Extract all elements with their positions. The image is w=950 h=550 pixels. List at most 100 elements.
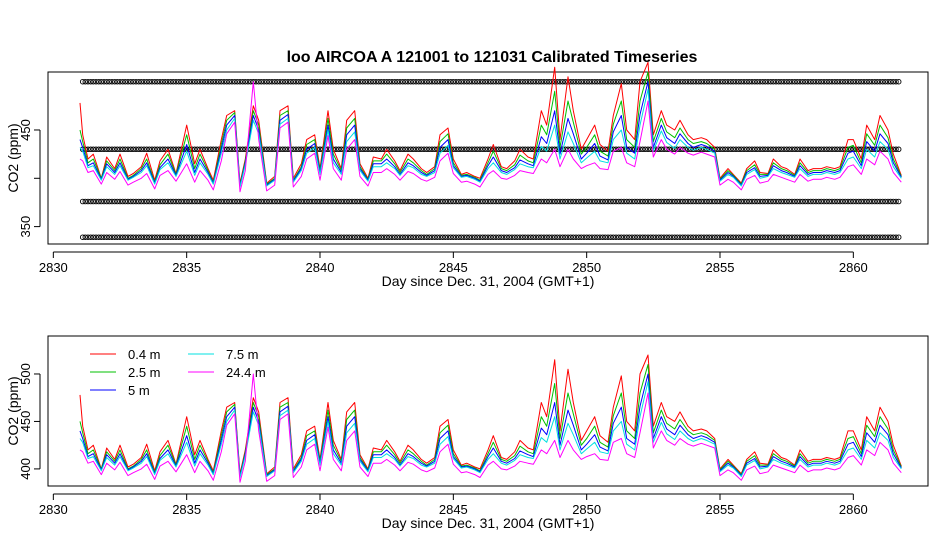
top-marker-point <box>746 146 753 153</box>
top-marker-point <box>266 198 273 205</box>
top-marker-point <box>703 198 710 205</box>
top-marker-point <box>559 198 566 205</box>
top-marker-point <box>295 78 302 85</box>
top-marker-point <box>165 234 171 240</box>
top-marker-point <box>338 78 345 85</box>
top-marker-point <box>807 234 814 240</box>
top-marker-point <box>434 198 441 205</box>
top-marker-point <box>351 198 358 205</box>
top-marker-point <box>535 234 542 240</box>
top-marker-point <box>215 78 222 85</box>
top-marker-point <box>639 198 646 205</box>
bottom-x-tick-label: 2850 <box>572 502 601 517</box>
top-marker-point <box>501 234 507 240</box>
top-marker-point <box>749 78 755 85</box>
top-marker-point <box>837 234 843 240</box>
top-marker-point <box>226 146 233 153</box>
top-marker-point <box>341 198 347 205</box>
top-marker-point <box>402 198 409 205</box>
top-marker-point <box>389 78 395 85</box>
top-marker-point <box>530 146 537 153</box>
top-marker-point <box>578 234 585 240</box>
top-marker-point <box>303 198 310 205</box>
top-marker-point <box>335 78 342 85</box>
top-marker-point <box>514 78 521 85</box>
top-marker-point <box>703 78 710 85</box>
top-marker-point <box>887 234 894 240</box>
top-marker-point <box>647 234 654 240</box>
top-marker-point <box>826 234 833 240</box>
top-marker-point <box>573 198 579 205</box>
top-marker-point <box>415 146 422 153</box>
top-marker-point <box>815 146 822 153</box>
top-marker-point <box>109 146 115 153</box>
top-marker-point <box>602 234 609 240</box>
top-marker-point <box>543 198 550 205</box>
top-marker-point <box>653 78 659 85</box>
top-marker-point <box>781 146 787 153</box>
top-marker-point <box>479 78 486 85</box>
top-marker-point <box>573 234 579 240</box>
top-marker-point <box>482 198 489 205</box>
top-marker-point <box>629 234 635 240</box>
top-marker-point <box>426 198 433 205</box>
top-marker-point <box>607 198 614 205</box>
top-marker-point <box>477 234 483 240</box>
top-marker-point <box>90 234 97 240</box>
top-marker-point <box>277 198 283 205</box>
top-marker-point <box>735 146 742 153</box>
top-marker-point <box>143 78 150 85</box>
top-marker-point <box>501 78 507 85</box>
top-marker-point <box>757 146 763 153</box>
top-marker-point <box>205 78 211 85</box>
top-marker-point <box>885 146 891 153</box>
top-marker-point <box>682 198 689 205</box>
top-marker-point <box>373 198 379 205</box>
top-marker-point <box>210 234 217 240</box>
top-marker-point <box>410 146 417 153</box>
top-marker-point <box>338 198 345 205</box>
top-marker-point <box>447 198 454 205</box>
top-marker-point <box>781 78 787 85</box>
top-marker-point <box>618 234 625 240</box>
top-marker-point <box>370 78 377 85</box>
top-marker-point <box>127 198 134 205</box>
top-marker-point <box>602 78 609 85</box>
top-marker-point <box>293 198 299 205</box>
top-marker-point <box>767 234 774 240</box>
top-marker-point <box>543 234 550 240</box>
top-marker-point <box>311 234 318 240</box>
top-marker-point <box>269 146 275 153</box>
top-marker-point <box>581 198 587 205</box>
top-marker-point <box>82 198 89 205</box>
top-marker-point <box>663 146 670 153</box>
top-marker-point <box>266 146 273 153</box>
top-marker-point <box>783 146 790 153</box>
top-marker-point <box>773 78 779 85</box>
top-marker-point <box>463 234 470 240</box>
top-marker-point <box>695 234 702 240</box>
top-marker-point <box>423 198 430 205</box>
top-marker-point <box>655 78 662 85</box>
top-marker-point <box>858 78 865 85</box>
top-marker-point <box>453 198 459 205</box>
top-marker-point <box>586 198 593 205</box>
top-marker-point <box>95 78 102 85</box>
top-marker-point <box>157 78 163 85</box>
top-marker-point <box>533 198 539 205</box>
top-marker-point <box>466 146 473 153</box>
top-marker-point <box>138 234 145 240</box>
top-marker-point <box>807 78 814 85</box>
bottom-plot-frame <box>47 335 929 487</box>
top-marker-point <box>853 198 859 205</box>
top-marker-point <box>813 78 819 85</box>
top-marker-point <box>677 234 683 240</box>
top-marker-point <box>882 234 889 240</box>
top-marker-point <box>775 78 782 85</box>
top-marker-point <box>754 78 761 85</box>
top-marker-point <box>453 78 459 85</box>
top-marker-point <box>90 146 97 153</box>
top-marker-point <box>693 146 699 153</box>
top-marker-point <box>581 78 587 85</box>
top-marker-point <box>445 198 451 205</box>
